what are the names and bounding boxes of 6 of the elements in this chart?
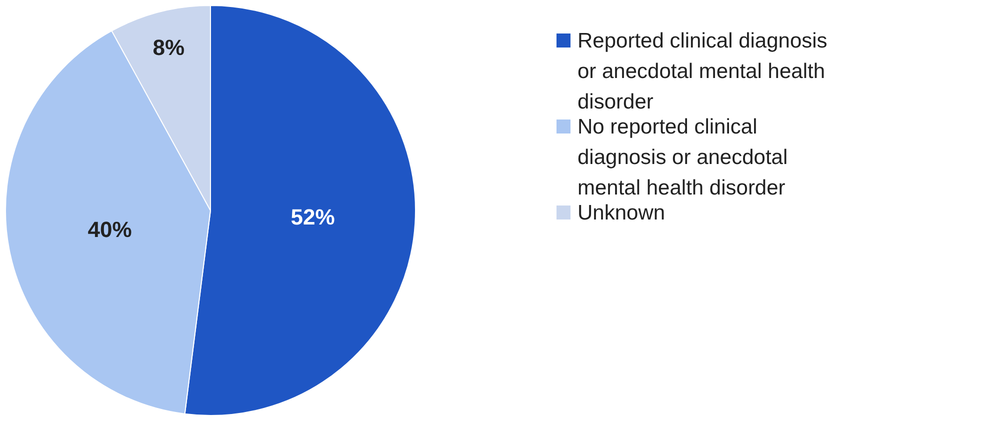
data-label: 8% <box>152 35 185 60</box>
data-label: 40% <box>88 217 132 242</box>
legend-label: Reported clinical diagnosis or anecdotal mental health disorder <box>578 30 828 114</box>
legend-label: Unknown <box>578 202 666 224</box>
legend-label: No reported clinical diagnosis or anecdotal mental health disorder <box>578 116 788 200</box>
data-label: 52% <box>290 204 335 230</box>
